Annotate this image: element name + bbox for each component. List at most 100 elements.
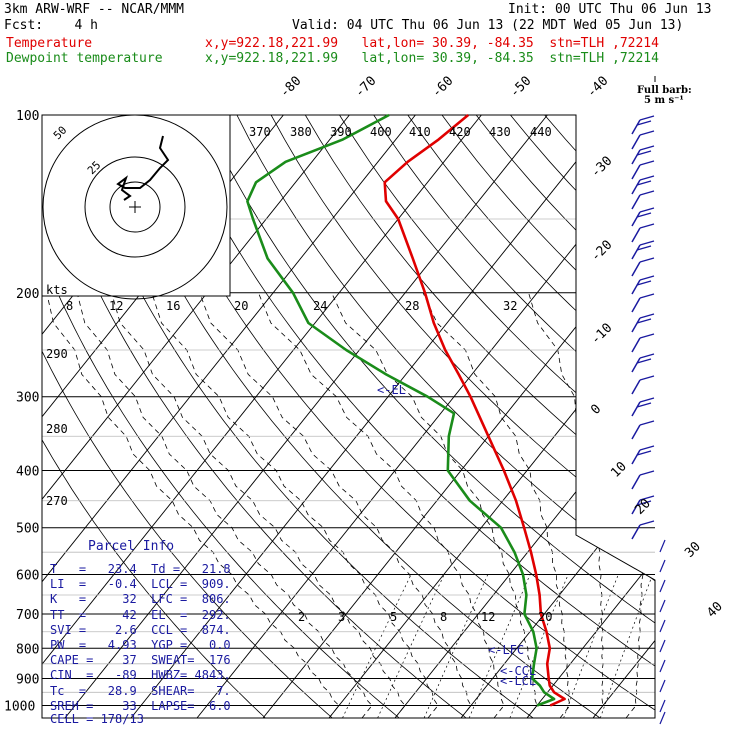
dry-adiabat-label: 290: [46, 347, 68, 361]
parcel-value: -0.4: [100, 577, 152, 592]
hodograph-units: kts: [46, 283, 68, 297]
wind-barb-flag: [639, 160, 655, 166]
hodograph-speed-label: 8: [66, 299, 73, 313]
parcel-value: -89: [100, 668, 152, 683]
forecast-hour: Fcst: 4 h: [4, 18, 98, 33]
wind-barb: [631, 317, 641, 333]
wind-barb: [659, 619, 666, 633]
wind-barb-flag: [636, 500, 652, 506]
wind-barb-flag: [639, 115, 655, 121]
hodograph-ring: [84, 156, 186, 258]
temperature-legend: Temperature: [6, 36, 93, 51]
wind-barb-flag: [639, 145, 655, 151]
barb-legend-units: 5 m s⁻¹: [644, 95, 684, 106]
dry-adiabat: [236, 115, 655, 718]
parcel-value: 0.0: [194, 638, 231, 652]
parcel-value: 32: [100, 592, 152, 607]
parcel-value: 806.: [194, 592, 231, 607]
wind-barb-flag: [639, 495, 655, 501]
wind-barb-flag: [639, 240, 655, 246]
parcel-value: 7.: [194, 683, 231, 698]
wind-barb: [659, 539, 666, 553]
parcel-value: CIN =: [50, 668, 101, 683]
theta-label: 400: [370, 125, 392, 139]
wind-barb-flag: [639, 130, 655, 136]
isotherm-label: -30: [588, 154, 615, 181]
hodograph-speed-label: 24: [313, 299, 327, 313]
dry-adiabat: [42, 115, 400, 718]
dry-adiabat: [544, 115, 655, 718]
mixing-ratio-label: 12: [481, 610, 495, 624]
moist-adiabat: [258, 292, 505, 718]
dry-adiabat: [578, 115, 655, 718]
wind-barb: [631, 134, 641, 150]
wind-barb-flag: [636, 402, 652, 408]
wind-barb: [659, 699, 666, 713]
parcel-value: HWBZ=: [151, 668, 195, 683]
wind-barb-flag: [636, 180, 652, 186]
wind-barb: [631, 211, 641, 227]
wind-barb-flag: [639, 293, 655, 299]
temperature-line: [383, 113, 566, 707]
parcel-value: 28.9: [100, 683, 152, 698]
parcel-info-title: Parcel Info: [88, 539, 175, 554]
parcel-value: 2.6: [100, 622, 152, 637]
wind-barb-flag: [636, 280, 652, 286]
isotherm: [394, 115, 655, 718]
isotherm: [725, 115, 740, 718]
isotherm: [42, 115, 416, 718]
parcel-cell: CELL = 178/13: [50, 712, 144, 726]
wind-barb: [631, 164, 641, 180]
dewpoint-line: [246, 113, 556, 707]
dry-adiabat: [373, 115, 655, 718]
isotherm-label: -50: [507, 74, 534, 101]
wind-barb-flag: [639, 223, 655, 229]
mixing-ratio-label: 20: [538, 610, 552, 624]
isotherm: [42, 115, 482, 718]
wind-barb-flag: [639, 257, 655, 263]
wind-barb: [631, 279, 641, 295]
wind-barb: [631, 119, 641, 135]
parcel-value: CCL =: [151, 622, 195, 637]
wind-barb: [659, 639, 666, 653]
parcel-row: Tc = 28.9 SHEAR= 7.: [50, 684, 231, 698]
mixing-ratio-line: [563, 574, 619, 718]
dry-adiabat: [42, 115, 333, 718]
wind-barb: [659, 711, 666, 725]
isotherm-label: 10: [608, 459, 630, 481]
mixing-ratio-label: 5: [390, 610, 397, 624]
hodograph-speed-label: 16: [166, 299, 180, 313]
hodograph: [41, 114, 231, 300]
isotherm: [64, 115, 548, 718]
parcel-value: YGP =: [151, 638, 195, 652]
moist-adiabat: [151, 292, 439, 718]
isotherm: [262, 115, 655, 718]
theta-label: 440: [530, 125, 552, 139]
wind-barb: [631, 379, 641, 395]
wind-barb-flag: [639, 313, 655, 319]
wind-barb: [631, 401, 641, 417]
level-marker: <-CCL: [500, 664, 536, 678]
wind-barb-flag: [636, 450, 652, 456]
parcel-value: EL =: [151, 607, 195, 622]
parcel-value: 33: [100, 698, 152, 713]
hodograph-speed-label: 12: [109, 299, 123, 313]
isotherm: [42, 115, 350, 718]
parcel-value: 37: [100, 653, 152, 668]
parcel-value: LAPSE=: [151, 698, 195, 713]
wind-barb: [659, 659, 666, 673]
theta-label: 410: [409, 125, 431, 139]
isotherm-label: 40: [704, 599, 726, 621]
sounding-series: [246, 113, 566, 707]
mixing-ratio-label: 2: [298, 610, 305, 624]
dry-adiabat: [42, 115, 467, 718]
dry-adiabat: [168, 115, 655, 718]
parcel-value: LFC =: [151, 592, 195, 607]
dry-adiabat-label: 270: [46, 494, 68, 508]
wind-barb: [631, 149, 641, 165]
pressure-label-1000: 1000: [4, 699, 35, 714]
moist-adiabat: [659, 293, 704, 718]
wind-barb: [631, 424, 641, 440]
isotherm: [328, 115, 655, 718]
isotherm-label: -40: [584, 74, 611, 101]
